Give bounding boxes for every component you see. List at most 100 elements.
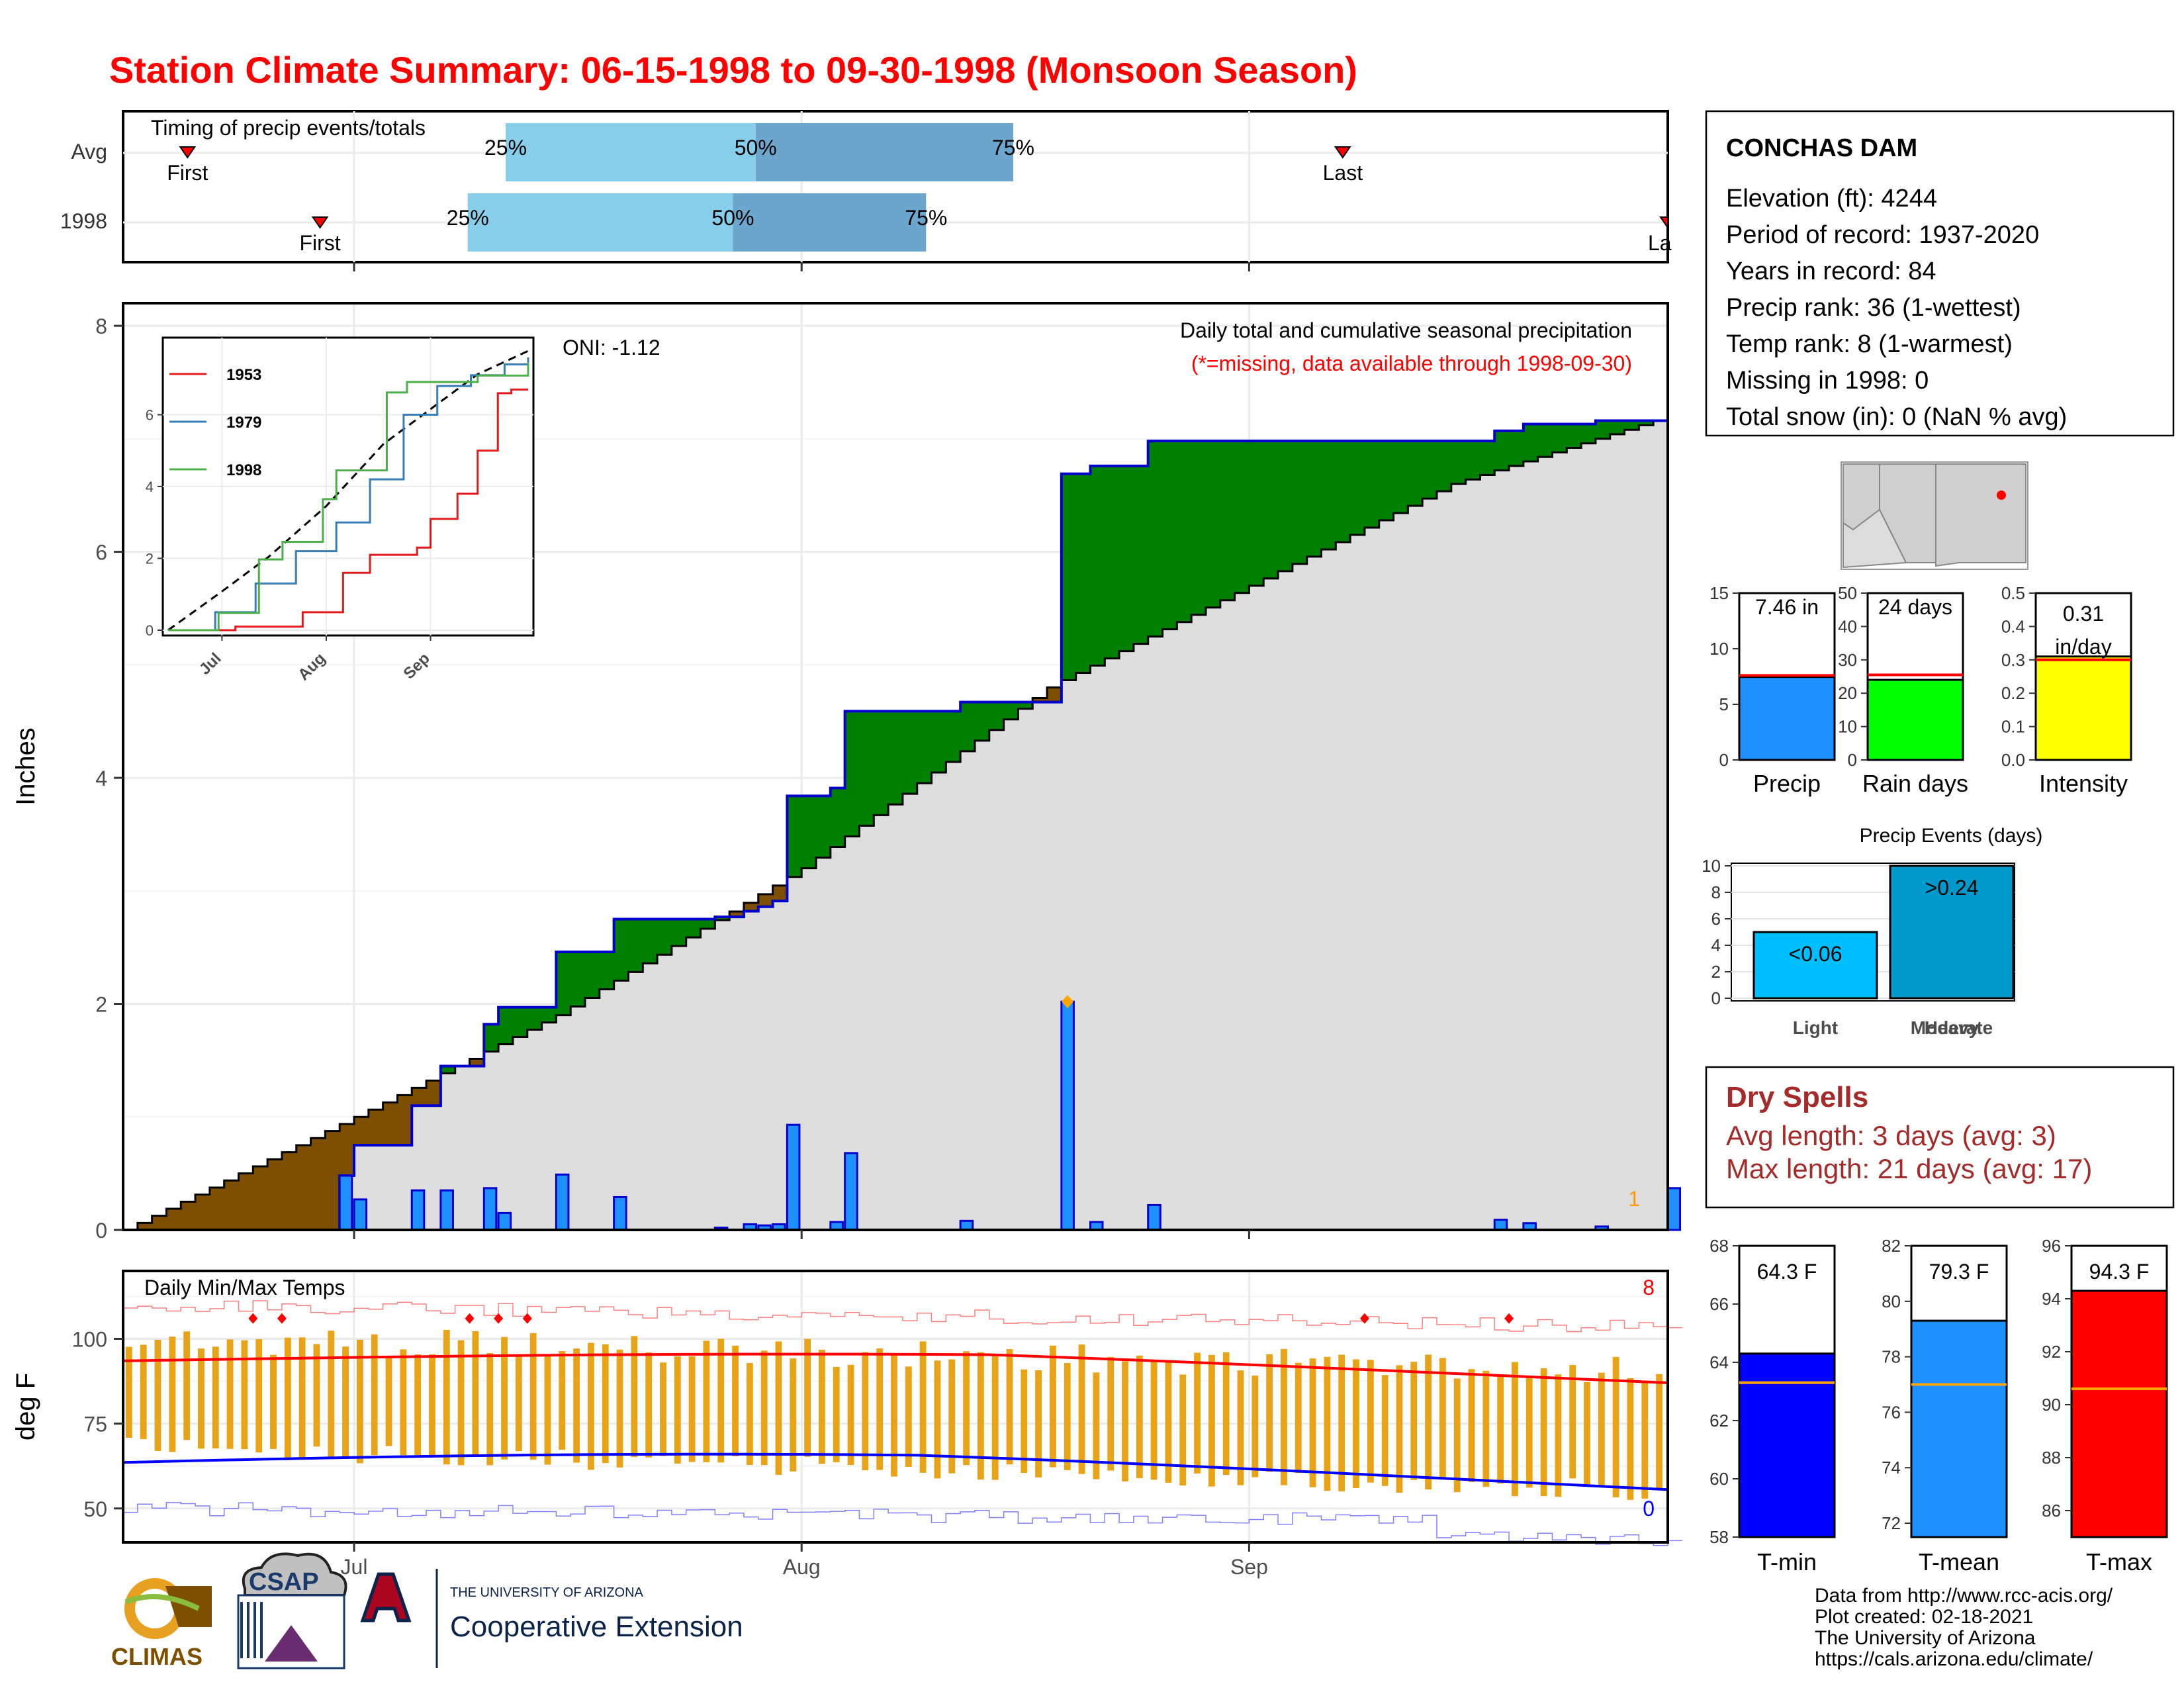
avg-cumulative-area (1350, 535, 1365, 1230)
inset-ytick-label: 0 (146, 622, 154, 639)
temp-summary-tick-label: 82 (1882, 1236, 1901, 1256)
temp-summary-bar-t-min (1738, 1352, 1836, 1538)
record-high-marker (522, 1313, 532, 1324)
above-avg-area (570, 952, 586, 1007)
footer: Data from http://www.rcc-acis.org/Plot c… (1815, 1585, 2113, 1670)
below-avg-area (397, 1095, 412, 1145)
avg-cumulative-area (1162, 629, 1177, 1230)
daily-precip-bar (439, 1189, 454, 1231)
daily-temp-range-bar (819, 1349, 825, 1464)
avg-cumulative-area (614, 980, 629, 1230)
below-avg-area (137, 1223, 153, 1230)
daily-temp-range-bar (616, 1349, 623, 1468)
temp-summary-tick-label: 64 (1709, 1352, 1729, 1372)
above-avg-area (1003, 702, 1019, 720)
events-tick-label: 6 (1711, 909, 1721, 929)
below-avg-area (209, 1187, 225, 1230)
above-avg-area (541, 1007, 557, 1023)
below-avg-area (238, 1173, 253, 1230)
season-summary-bars: 0 5 10 15 7.46 in Precip 0 10 20 30 40 50 24 days Rai… (1709, 583, 2132, 797)
daily-temp-range-bar (183, 1331, 191, 1440)
below-avg-area (281, 1152, 297, 1230)
above-avg-area (512, 1007, 528, 1037)
timing-row-1998: 1998 (60, 209, 107, 233)
avg-cumulative-area (743, 911, 759, 1230)
daily-temp-range-bar (1035, 1370, 1042, 1477)
below-avg-area (729, 911, 745, 917)
avg-cumulative-area (1075, 673, 1091, 1230)
below-avg-area (253, 1166, 268, 1230)
above-avg-area (1177, 441, 1192, 622)
daily-temp-range-bar (198, 1348, 205, 1449)
above-avg-area (1205, 441, 1221, 608)
daily-temp-range-bar (126, 1346, 132, 1438)
daily-temp-range-bar (602, 1344, 609, 1464)
daily-temp-range-bar (1540, 1368, 1547, 1497)
mini-bar-tick-label: 0.0 (2001, 750, 2025, 770)
below-avg-area (383, 1102, 398, 1145)
above-avg-area (1278, 441, 1293, 571)
below-avg-area (340, 1123, 355, 1176)
avg-cumulative-area (1119, 651, 1134, 1230)
daily-temp-range-bar (255, 1339, 263, 1453)
avg-cumulative-area (1552, 452, 1567, 1230)
avg-cumulative-area (917, 783, 933, 1230)
daily-temp-range-bar (1425, 1354, 1432, 1490)
below-avg-area (181, 1201, 196, 1230)
above-avg-area (1090, 465, 1105, 666)
avg-cumulative-area (599, 989, 615, 1230)
avg-cumulative-area (1465, 479, 1481, 1230)
above-avg-area (1480, 441, 1495, 475)
dry-spells-box: Dry Spells Avg length: 3 days (avg: 3) M… (1705, 1066, 2175, 1209)
cumulative-1998-line (123, 379, 1669, 1231)
mini-bar-label: Precip (1753, 770, 1821, 797)
ua-big-text: Cooperative Extension (450, 1611, 743, 1643)
daily-precip-bar (1493, 1219, 1508, 1231)
temp-summary-value: 64.3 F (1757, 1260, 1817, 1284)
above-avg-area (643, 919, 658, 964)
above-avg-area (974, 702, 990, 741)
daily-precip-bar (353, 1198, 368, 1231)
precip-caption-missing: (*=missing, data available through 1998-… (1191, 352, 1632, 375)
avg-cumulative-area (960, 751, 976, 1230)
daily-temp-range-bar (544, 1356, 551, 1465)
daily-temp-range-bar (833, 1366, 840, 1462)
below-avg-area (166, 1208, 181, 1230)
daily-temp-range-bar (891, 1353, 897, 1477)
daily-temp-range-bar (1598, 1372, 1605, 1486)
avg-cumulative-area (1610, 434, 1625, 1230)
inset-avg-line (167, 350, 529, 632)
daily-temp-range-bar (313, 1344, 320, 1447)
station-location-dot (1997, 491, 2006, 500)
above-avg-area (1436, 441, 1452, 492)
avg-cumulative-area (1379, 520, 1394, 1230)
timing-bar-50-75 (733, 193, 927, 252)
temp-summary-tick-label: 86 (2042, 1501, 2061, 1521)
daily-temp-range-bar (573, 1348, 580, 1463)
daily-temp-range-bar (1656, 1374, 1663, 1490)
daily-temp-range-bar (298, 1337, 306, 1459)
daily-temp-range-bar (457, 1340, 465, 1466)
precip-ytick-label: 6 (95, 541, 107, 565)
avg-tmax-line (122, 1352, 1668, 1384)
below-avg-area (772, 885, 788, 902)
daily-temp-range-bar (226, 1339, 234, 1449)
month-tick-label: Jul (341, 1555, 368, 1579)
above-avg-area (1465, 441, 1481, 480)
daily-temp-range-bar (414, 1354, 422, 1456)
record-high-marker (494, 1313, 504, 1324)
temp-summary-tick-label: 88 (2042, 1448, 2061, 1468)
events-title: Precip Events (days) (1860, 825, 2043, 847)
daily-temp-range-bar (270, 1354, 277, 1449)
daily-temp-range-bar (963, 1351, 970, 1466)
timing-bar-50-75 (755, 123, 1013, 181)
above-avg-area (1494, 430, 1510, 471)
above-avg-area (498, 1007, 514, 1045)
daily-temp-range-bar (1136, 1355, 1143, 1479)
timing-bar-25-50 (506, 123, 756, 181)
mini-bar-value: 0.31 (2063, 602, 2104, 626)
ua-small-text: THE UNIVERSITY OF ARIZONA (450, 1585, 644, 1600)
daily-temp-range-bar (1439, 1358, 1446, 1479)
below-avg-area (325, 1131, 340, 1230)
record-high-marker (465, 1313, 475, 1324)
